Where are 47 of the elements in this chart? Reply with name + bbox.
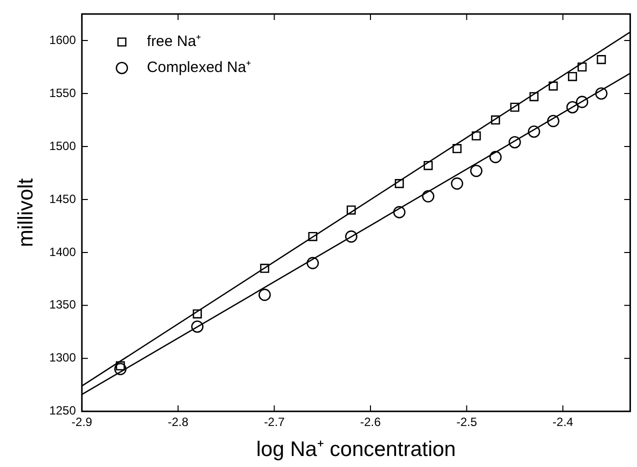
- point: [450, 177, 464, 190]
- point: [346, 206, 356, 215]
- y-tick-label: 1350: [49, 298, 76, 312]
- x-tick-label: -2.6: [360, 414, 382, 429]
- y-tick-label: 1300: [49, 350, 76, 365]
- point: [393, 206, 406, 218]
- legend-label: free Na⁺: [146, 33, 202, 50]
- y-tick-label: 1450: [49, 192, 76, 206]
- point: [452, 144, 462, 154]
- point: [529, 92, 539, 102]
- point: [472, 131, 481, 140]
- point: [345, 230, 358, 243]
- point: [192, 309, 202, 318]
- point: [306, 256, 319, 270]
- point: [578, 62, 587, 72]
- point: [528, 125, 540, 138]
- point: [576, 96, 588, 108]
- x-tick-label: -2.8: [168, 414, 189, 429]
- x-tick-label: -2.5: [456, 414, 478, 429]
- legend-label: Complexed Na⁺: [146, 59, 252, 76]
- point: [424, 161, 433, 170]
- point: [510, 102, 520, 112]
- point: [508, 136, 521, 148]
- point: [470, 164, 482, 177]
- point: [547, 114, 560, 128]
- point: [191, 320, 204, 333]
- x-tick-label: -2.7: [264, 414, 285, 429]
- y-tick-label: 1500: [49, 138, 76, 153]
- y-axis-title: millivolt: [14, 178, 38, 248]
- point: [490, 115, 500, 125]
- point: [308, 232, 318, 242]
- x-tick-label: -2.4: [552, 414, 574, 429]
- point: [258, 288, 271, 301]
- point: [568, 72, 578, 82]
- x-axis-title: log Na⁺ concentration: [256, 438, 456, 462]
- point: [422, 190, 434, 202]
- point: [595, 87, 608, 100]
- point: [260, 264, 270, 273]
- point: [114, 362, 127, 376]
- point: [394, 179, 404, 188]
- y-tick-label: 1400: [49, 244, 76, 259]
- point: [489, 150, 502, 164]
- y-tick-label: 1550: [49, 86, 76, 100]
- point: [566, 101, 579, 114]
- point: [548, 82, 558, 91]
- point: [596, 55, 606, 64]
- y-tick-label: 1600: [49, 32, 76, 47]
